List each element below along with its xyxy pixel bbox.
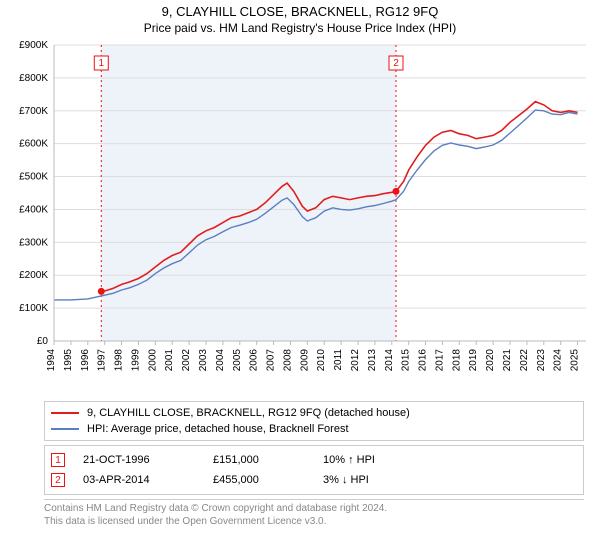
y-tick-label: £700K bbox=[19, 106, 48, 117]
y-tick-label: £0 bbox=[37, 336, 49, 347]
x-tick-label: 2001 bbox=[164, 349, 175, 372]
x-tick-label: 1995 bbox=[63, 349, 74, 372]
x-tick-label: 2019 bbox=[468, 349, 479, 372]
y-tick-label: £100K bbox=[19, 303, 48, 314]
sale-delta: 10% ↑ HPI bbox=[323, 454, 423, 466]
sale-marker-dot bbox=[98, 288, 105, 295]
attribution-line-1: Contains HM Land Registry data © Crown c… bbox=[44, 503, 584, 516]
x-tick-label: 2025 bbox=[570, 349, 581, 372]
sale-marker-dot bbox=[393, 188, 400, 195]
y-tick-label: £200K bbox=[19, 270, 48, 281]
table-row: 1 21-OCT-1996£151,00010% ↑ HPI bbox=[51, 450, 577, 470]
legend-item: 9, CLAYHILL CLOSE, BRACKNELL, RG12 9FQ (… bbox=[51, 405, 577, 421]
legend: 9, CLAYHILL CLOSE, BRACKNELL, RG12 9FQ (… bbox=[44, 401, 584, 441]
x-tick-label: 2022 bbox=[519, 349, 530, 372]
x-tick-label: 2008 bbox=[282, 349, 293, 372]
x-tick-label: 2010 bbox=[316, 349, 327, 372]
attribution: Contains HM Land Registry data © Crown c… bbox=[44, 499, 584, 528]
x-tick-label: 2024 bbox=[553, 349, 564, 372]
table-row: 2 03-APR-2014£455,0003% ↓ HPI bbox=[51, 470, 577, 490]
sale-date: 21-OCT-1996 bbox=[83, 454, 213, 466]
x-tick-label: 2007 bbox=[266, 349, 277, 372]
x-tick-label: 1994 bbox=[46, 349, 57, 372]
y-tick-label: £900K bbox=[19, 40, 48, 51]
x-tick-label: 2016 bbox=[418, 349, 429, 372]
sale-marker-number: 1 bbox=[99, 58, 105, 69]
sale-date: 03-APR-2014 bbox=[83, 474, 213, 486]
sale-marker-icon: 1 bbox=[51, 453, 65, 467]
x-tick-label: 1997 bbox=[97, 349, 108, 372]
x-tick-label: 2011 bbox=[333, 349, 344, 371]
x-tick-label: 2017 bbox=[434, 349, 445, 372]
title-line-2: Price paid vs. HM Land Registry's House … bbox=[6, 21, 594, 35]
sale-delta: 3% ↓ HPI bbox=[323, 474, 423, 486]
x-tick-label: 1998 bbox=[114, 349, 125, 372]
x-tick-label: 2023 bbox=[536, 349, 547, 372]
x-tick-label: 2021 bbox=[502, 349, 513, 372]
legend-item: HPI: Average price, detached house, Brac… bbox=[51, 421, 577, 437]
shaded-range bbox=[101, 45, 396, 341]
x-tick-label: 2014 bbox=[384, 349, 395, 372]
attribution-line-2: This data is licensed under the Open Gov… bbox=[44, 516, 584, 529]
y-tick-label: £300K bbox=[19, 237, 48, 248]
legend-swatch bbox=[51, 428, 79, 430]
sale-marker-icon: 2 bbox=[51, 473, 65, 487]
x-tick-label: 1996 bbox=[80, 349, 91, 372]
x-tick-label: 2012 bbox=[350, 349, 361, 372]
x-tick-label: 2002 bbox=[181, 349, 192, 372]
x-tick-label: 2006 bbox=[249, 349, 260, 372]
y-tick-label: £400K bbox=[19, 204, 48, 215]
x-tick-label: 2018 bbox=[451, 349, 462, 372]
sale-price: £151,000 bbox=[213, 454, 323, 466]
sale-marker-number: 2 bbox=[393, 58, 399, 69]
price-chart: £0 £100K £200K £300K £400K £500K £600K £700K £80… bbox=[6, 37, 596, 397]
x-tick-label: 2013 bbox=[367, 349, 378, 372]
legend-label: HPI: Average price, detached house, Brac… bbox=[87, 423, 349, 435]
sale-price: £455,000 bbox=[213, 474, 323, 486]
x-tick-label: 1999 bbox=[130, 349, 141, 372]
chart-svg: £0 £100K £200K £300K £400K £500K £600K £700K £80… bbox=[6, 37, 596, 397]
chart-title: 9, CLAYHILL CLOSE, BRACKNELL, RG12 9FQ P… bbox=[6, 4, 594, 35]
x-tick-label: 2004 bbox=[215, 349, 226, 372]
x-tick-label: 2005 bbox=[232, 349, 243, 372]
y-tick-label: £600K bbox=[19, 139, 48, 150]
title-line-1: 9, CLAYHILL CLOSE, BRACKNELL, RG12 9FQ bbox=[6, 4, 594, 19]
x-tick-label: 2000 bbox=[147, 349, 158, 372]
x-tick-label: 2020 bbox=[485, 349, 496, 372]
x-tick-label: 2003 bbox=[198, 349, 209, 372]
legend-label: 9, CLAYHILL CLOSE, BRACKNELL, RG12 9FQ (… bbox=[87, 407, 410, 419]
sales-table: 1 21-OCT-1996£151,00010% ↑ HPI 2 03-APR-201… bbox=[44, 445, 584, 495]
x-tick-label: 2009 bbox=[299, 349, 310, 372]
x-tick-label: 2015 bbox=[401, 349, 412, 372]
legend-swatch bbox=[51, 412, 79, 414]
y-tick-label: £500K bbox=[19, 172, 48, 183]
y-tick-label: £800K bbox=[19, 73, 48, 84]
